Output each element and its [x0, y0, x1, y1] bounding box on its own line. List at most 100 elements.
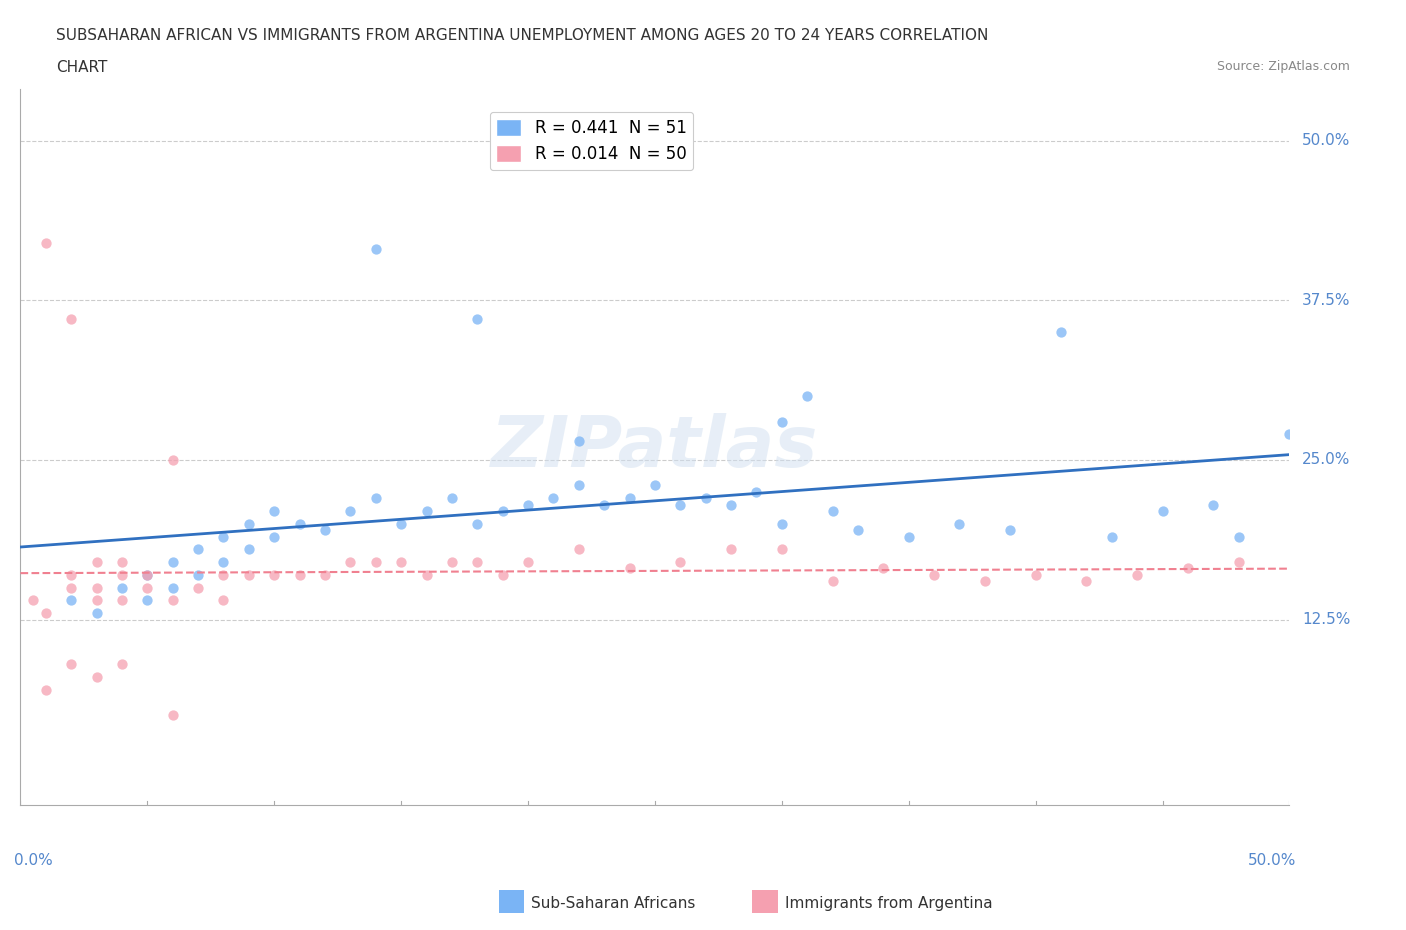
Point: [111, 567, 134, 582]
Point: [162, 708, 184, 723]
Point: [111, 657, 134, 671]
Point: [187, 580, 209, 595]
Point: [415, 503, 437, 518]
Point: [695, 491, 717, 506]
Point: [568, 478, 591, 493]
Point: [35, 683, 58, 698]
Point: [465, 554, 488, 569]
Point: [86, 593, 108, 608]
Point: [1076, 574, 1098, 589]
Point: [339, 503, 361, 518]
Text: CHART: CHART: [56, 60, 108, 75]
Point: [644, 478, 666, 493]
Point: [440, 554, 463, 569]
Point: [111, 580, 134, 595]
Text: Sub-Saharan Africans: Sub-Saharan Africans: [531, 897, 696, 911]
Point: [846, 523, 869, 538]
Point: [872, 561, 894, 576]
Point: [162, 580, 184, 595]
Text: Source: ZipAtlas.com: Source: ZipAtlas.com: [1216, 60, 1350, 73]
Point: [1177, 561, 1199, 576]
Point: [669, 498, 692, 512]
Point: [415, 567, 437, 582]
Point: [238, 516, 260, 531]
Text: Immigrants from Argentina: Immigrants from Argentina: [785, 897, 993, 911]
Point: [60, 312, 83, 326]
Point: [60, 657, 83, 671]
Point: [238, 567, 260, 582]
Point: [1000, 523, 1022, 538]
Text: SUBSAHARAN AFRICAN VS IMMIGRANTS FROM ARGENTINA UNEMPLOYMENT AMONG AGES 20 TO 24: SUBSAHARAN AFRICAN VS IMMIGRANTS FROM AR…: [56, 28, 988, 43]
Point: [821, 574, 844, 589]
Text: 0.0%: 0.0%: [14, 854, 53, 869]
Point: [973, 574, 995, 589]
Point: [1050, 325, 1073, 339]
Point: [517, 554, 540, 569]
Point: [440, 491, 463, 506]
Point: [568, 542, 591, 557]
Point: [1227, 554, 1250, 569]
Text: 37.5%: 37.5%: [1302, 293, 1351, 308]
Point: [465, 312, 488, 326]
Point: [1227, 529, 1250, 544]
Point: [1202, 498, 1225, 512]
Point: [619, 561, 641, 576]
Point: [314, 567, 336, 582]
Text: ZIPatlas: ZIPatlas: [491, 413, 818, 482]
Point: [619, 491, 641, 506]
Point: [796, 389, 818, 404]
Point: [212, 554, 235, 569]
Point: [263, 529, 285, 544]
Point: [314, 523, 336, 538]
Point: [111, 554, 134, 569]
Point: [593, 498, 616, 512]
Point: [136, 567, 159, 582]
Point: [770, 516, 793, 531]
Point: [212, 529, 235, 544]
Point: [288, 567, 311, 582]
Point: [1126, 567, 1149, 582]
Point: [86, 670, 108, 684]
Point: [389, 516, 412, 531]
Point: [720, 498, 742, 512]
Point: [745, 485, 768, 499]
Point: [162, 593, 184, 608]
Point: [187, 542, 209, 557]
Point: [35, 235, 58, 250]
Point: [1025, 567, 1047, 582]
Legend: R = 0.441  N = 51, R = 0.014  N = 50: R = 0.441 N = 51, R = 0.014 N = 50: [489, 112, 693, 170]
Point: [86, 554, 108, 569]
Text: 50.0%: 50.0%: [1247, 854, 1296, 869]
Point: [389, 554, 412, 569]
Point: [162, 452, 184, 467]
Point: [1101, 529, 1123, 544]
Point: [238, 542, 260, 557]
Point: [212, 593, 235, 608]
Point: [86, 580, 108, 595]
Text: 12.5%: 12.5%: [1302, 612, 1351, 627]
Point: [288, 516, 311, 531]
Point: [517, 498, 540, 512]
Point: [339, 554, 361, 569]
Point: [263, 567, 285, 582]
Text: 50.0%: 50.0%: [1302, 133, 1351, 148]
Point: [922, 567, 945, 582]
Point: [162, 554, 184, 569]
Point: [364, 554, 387, 569]
Point: [1152, 503, 1174, 518]
Point: [543, 491, 565, 506]
Point: [720, 542, 742, 557]
Point: [770, 542, 793, 557]
Point: [187, 567, 209, 582]
Point: [60, 593, 83, 608]
Point: [136, 593, 159, 608]
Point: [136, 580, 159, 595]
Point: [86, 605, 108, 620]
Point: [212, 567, 235, 582]
Text: 25.0%: 25.0%: [1302, 452, 1351, 468]
Point: [1278, 427, 1301, 442]
Point: [60, 567, 83, 582]
Point: [948, 516, 970, 531]
Point: [568, 433, 591, 448]
Point: [821, 503, 844, 518]
